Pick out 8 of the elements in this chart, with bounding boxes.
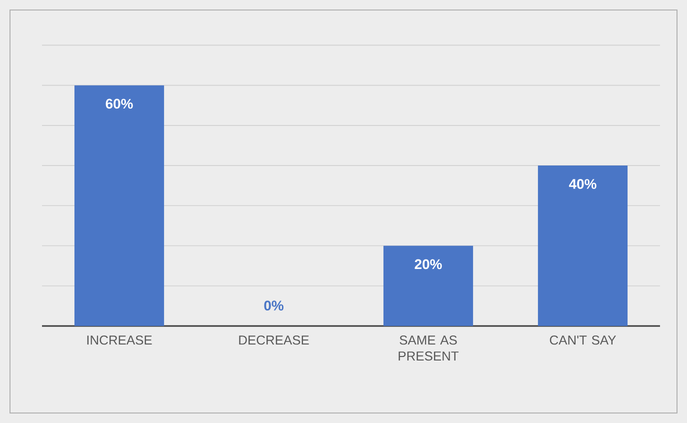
x-tick-label: INCREASE — [87, 335, 152, 345]
data-label: 40% — [569, 179, 596, 189]
data-label: 60% — [106, 98, 133, 109]
x-tick-label: DECREASE — [239, 335, 309, 345]
data-label: 20% — [414, 259, 442, 270]
x-tick-label: SAME AS PRESENT — [398, 335, 459, 361]
data-label: 0% — [264, 300, 284, 311]
x-tick-label: CAN'T SAY — [550, 335, 616, 345]
